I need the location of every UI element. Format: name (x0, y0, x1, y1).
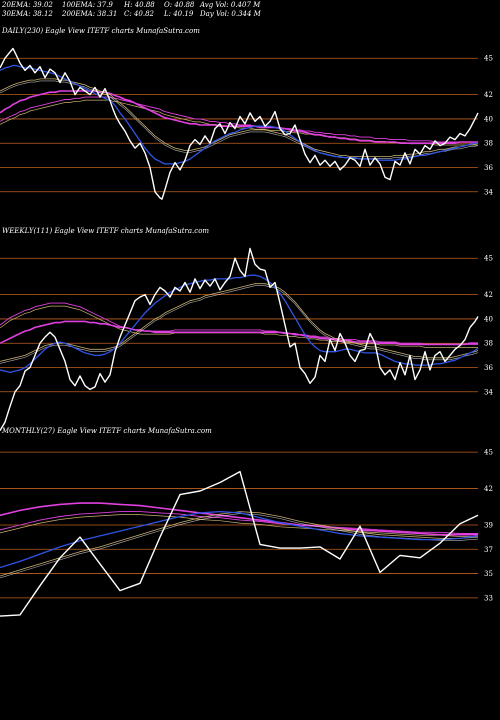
weekly-y-tick-label: 36 (484, 364, 493, 372)
ema100-label: 100EMA: 37.9 (62, 1, 113, 9)
monthly-ema200-line (0, 511, 478, 534)
avg-vol-label: Avg Vol: 0.407 M (200, 1, 261, 9)
daily-price-line (0, 47, 479, 200)
weekly-ema100-line (0, 320, 478, 346)
monthly-y-tick-label: 35 (484, 570, 493, 578)
monthly-y-tick-label: 42 (484, 485, 493, 493)
high-label: H: 40.88 (124, 1, 155, 9)
weekly-y-tick-label: 45 (484, 255, 493, 263)
weekly-y-tick-label: 34 (484, 388, 493, 396)
weekly-ema30-shadow-line (0, 285, 479, 364)
daily-ema20-line (0, 64, 478, 165)
open-label: O: 40.88 (164, 1, 195, 9)
monthly-price-line (0, 470, 479, 617)
daily-y-tick-label: 34 (484, 188, 493, 196)
daily-y-tick-label: 40 (484, 115, 493, 123)
weekly-y-tick-label: 38 (484, 340, 493, 348)
monthly-ema20-line (0, 510, 479, 569)
monthly-y-tick-label: 37 (484, 546, 493, 554)
weekly-chart: 45 42 40 38 36 34 (0, 247, 493, 431)
daily-chart: 45 42 40 38 36 34 (0, 47, 493, 200)
monthly-y-tick-label: 39 (484, 522, 493, 530)
weekly-y-tick-label: 40 (484, 315, 493, 323)
ema200-label: 200EMA: 38.31 (62, 10, 118, 18)
daily-ema200-line (0, 96, 478, 143)
daily-y-tick-label: 36 (484, 164, 493, 172)
monthly-chart: 45 42 39 37 35 33 (0, 449, 493, 617)
close-label: C: 40.82 (124, 10, 154, 18)
weekly-price-line (0, 247, 479, 431)
day-vol-label: Day Vol: 0.344 M (200, 10, 261, 18)
weekly-y-tick-label: 42 (484, 291, 493, 299)
monthly-y-tick-label: 45 (484, 449, 493, 457)
weekly-panel-title: WEEKLY(111) Eagle View ITETF charts Muna… (2, 227, 210, 235)
monthly-ema200-accent-line (0, 514, 478, 537)
low-label: L: 40.19 (164, 10, 194, 18)
daily-y-tick-label: 45 (484, 55, 493, 63)
weekly-ema200-accent-line (0, 305, 478, 348)
daily-panel-title: DAILY(230) Eagle View ITETF charts Munaf… (2, 27, 200, 35)
daily-y-tick-label: 42 (484, 91, 493, 99)
ema30-label: 30EMA: 38.12 (2, 10, 53, 18)
monthly-panel-title: MONTHLY(27) Eagle View ITETF charts Muna… (2, 427, 212, 435)
weekly-ema30-line (0, 283, 479, 362)
monthly-ema30-line (0, 511, 479, 577)
monthly-y-tick-label: 33 (484, 594, 493, 602)
weekly-ema200-line (0, 302, 478, 345)
ema20-label: 20EMA: 39.02 (2, 1, 53, 9)
monthly-ema100-line (0, 502, 478, 536)
daily-ema30-line (0, 78, 479, 158)
daily-y-tick-label: 38 (484, 140, 493, 148)
daily-ema200-accent-line (0, 99, 478, 146)
